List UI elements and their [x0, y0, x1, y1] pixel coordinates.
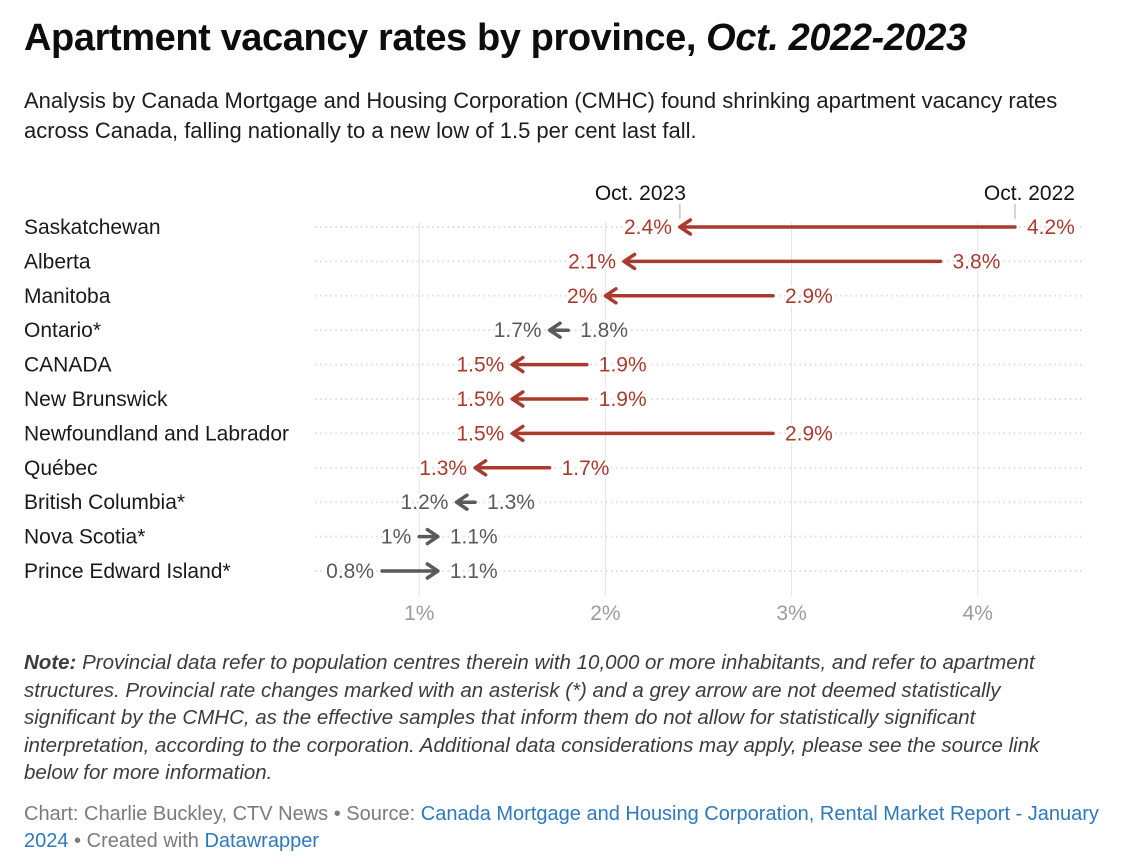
value-label-2023: 1.5% [456, 354, 504, 377]
value-label-2023: 1.7% [494, 319, 542, 342]
row-label: New Brunswick [24, 388, 168, 411]
note-label: Note: [24, 651, 77, 674]
value-label-2022: 3.8% [953, 250, 1001, 273]
source-label: Source: [346, 803, 421, 825]
row-label: Ontario* [24, 319, 101, 342]
chart-title: Apartment vacancy rates by province, Oct… [24, 16, 1124, 60]
arrow-head [510, 424, 525, 443]
value-label-2023: 1.1% [450, 526, 498, 549]
value-label-2023: 2.1% [568, 250, 616, 273]
chart-credit: Chart: Charlie Buckley, CTV News [24, 803, 329, 825]
x-axis-tick-label: 2% [590, 602, 620, 625]
value-label-2022: 4.2% [1027, 216, 1075, 239]
chart-title-main: Apartment vacancy rates by province, [24, 17, 707, 59]
row-label: Québec [24, 457, 98, 480]
value-label-2022: 1.3% [487, 491, 535, 514]
arrow-head [547, 321, 562, 339]
value-label-2022: 1.7% [562, 457, 610, 480]
value-label-2023: 2% [567, 285, 597, 308]
chart-note: Note: Provincial data refer to populatio… [24, 649, 1094, 787]
row-label: Saskatchewan [24, 216, 161, 239]
chart-subtitle: Analysis by Canada Mortgage and Housing … [24, 88, 1058, 143]
value-label-2023: 1.5% [456, 422, 504, 445]
value-label-2022: 2.9% [785, 422, 833, 445]
arrow-head [425, 562, 440, 580]
value-label-2022: 1.9% [599, 354, 647, 377]
value-label-2022: 1.9% [599, 388, 647, 411]
column-header-label: Oct. 2022 [984, 182, 1075, 205]
datawrapper-link[interactable]: Datawrapper [204, 830, 319, 852]
value-label-2023: 2.4% [624, 216, 672, 239]
row-label: Newfoundland and Labrador [24, 422, 289, 445]
value-label-2022: 2.9% [785, 285, 833, 308]
column-header-label: Oct. 2023 [595, 182, 686, 205]
arrow-head [425, 527, 440, 546]
arrow-head [510, 355, 525, 374]
arrow-head [454, 493, 469, 511]
arrow-chart: 1% 2% 3% 4% Oct. 2023 Oct. 2022 2.4% 4.2% Saskat… [24, 182, 1082, 625]
value-label-2022: 1.8% [580, 319, 628, 342]
row-label: Nova Scotia* [24, 526, 145, 549]
chart-footer: Chart: Charlie Buckley, CTV News • Sourc… [24, 801, 1108, 855]
row-label: CANADA [24, 354, 112, 377]
arrow-head [622, 252, 637, 271]
row-label: Manitoba [24, 285, 111, 308]
row-label: British Columbia* [24, 491, 185, 514]
value-label-2023: 1.1% [450, 560, 498, 583]
value-label-2023: 1.3% [419, 457, 467, 480]
arrow-head [473, 459, 488, 477]
x-axis-tick-label: 3% [776, 602, 806, 625]
arrow-head [678, 218, 693, 236]
value-label-2022: 1% [381, 526, 411, 549]
row-label: Alberta [24, 250, 91, 273]
note-text: Provincial data refer to population cent… [24, 651, 1040, 784]
row-label: Prince Edward Island* [24, 560, 231, 583]
x-axis-tick-label: 1% [404, 602, 434, 625]
created-with-label: Created with [86, 830, 205, 852]
x-axis-tick-label: 4% [963, 602, 993, 625]
footer-separator: • [68, 830, 87, 852]
source-link[interactable]: Canada Mortgage and Housing Corporation,… [24, 803, 1099, 852]
arrow-head [603, 287, 618, 305]
value-label-2022: 0.8% [326, 560, 374, 583]
footer-separator: • [328, 803, 347, 825]
arrow-head [510, 390, 525, 408]
value-label-2023: 1.5% [456, 388, 504, 411]
value-label-2023: 1.2% [401, 491, 449, 514]
chart-title-date-range: Oct. 2022-2023 [706, 17, 967, 59]
